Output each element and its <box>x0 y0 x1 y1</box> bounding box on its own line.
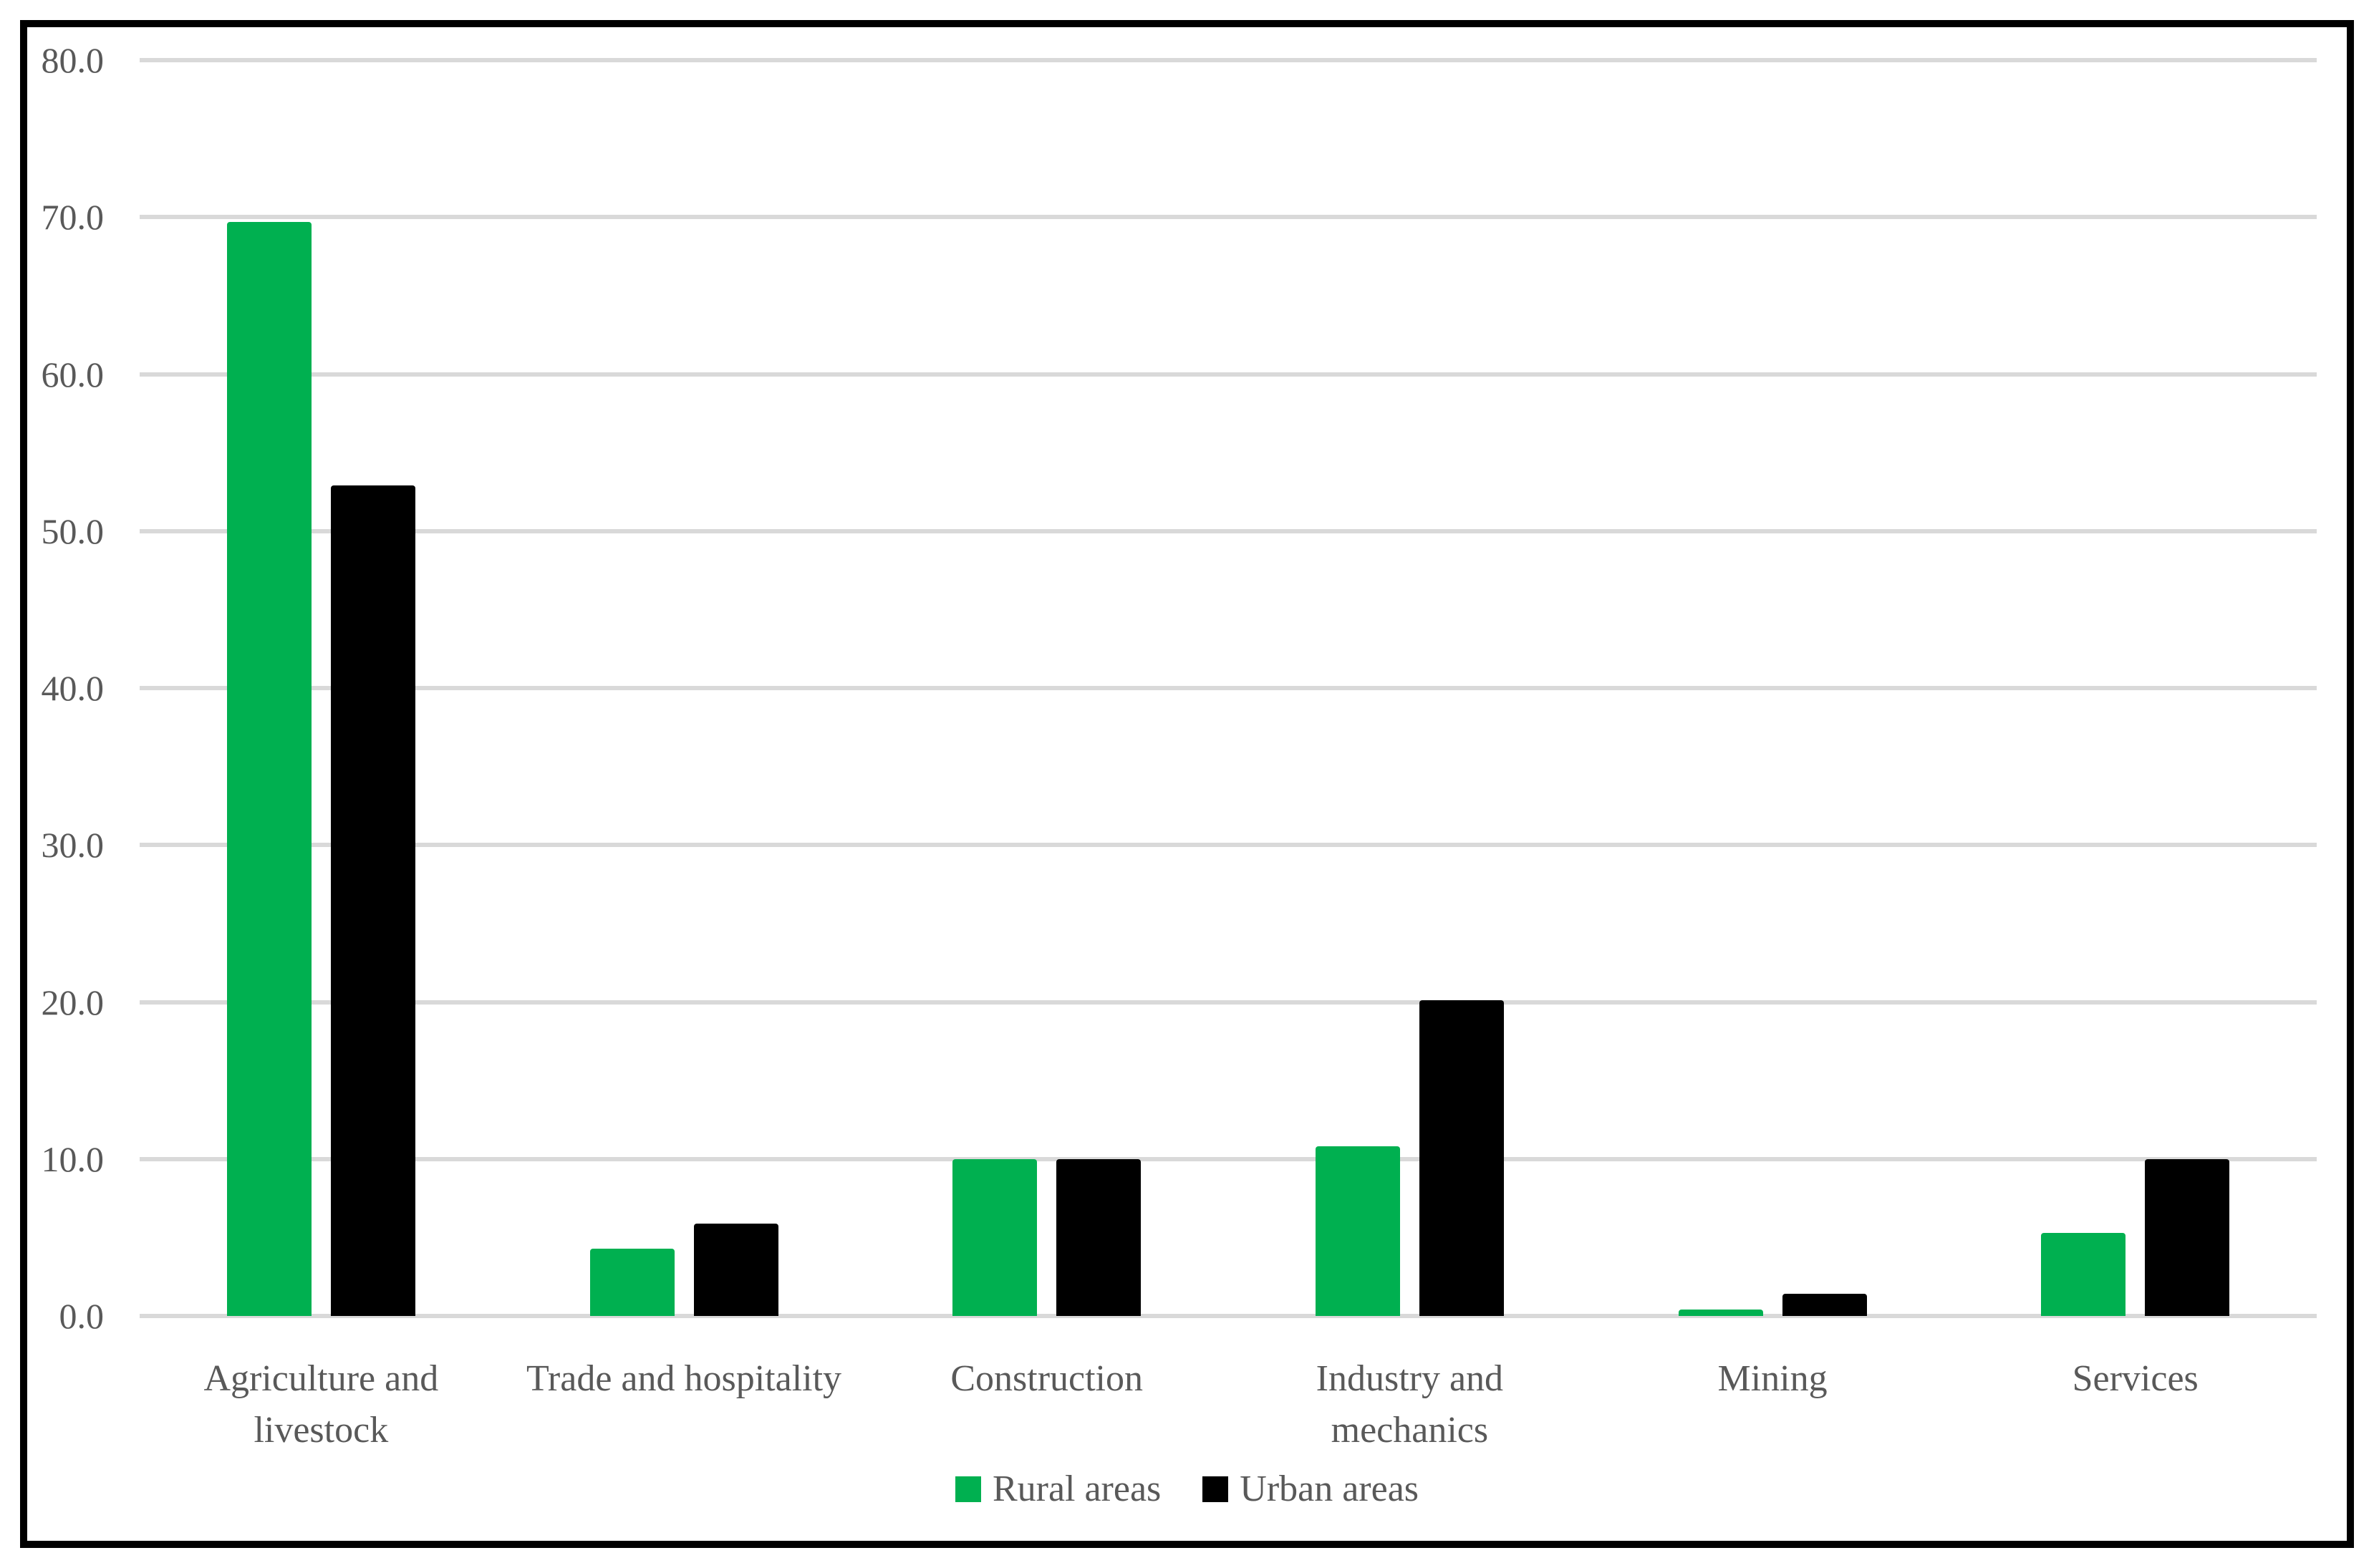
category-label-trade-and-hospitality: Trade and hospitality <box>503 1353 866 1456</box>
category-label-line: mechanics <box>1331 1410 1489 1451</box>
bar-urban-areas-trade-and-hospitality <box>693 1223 778 1316</box>
category-label-line: Industry and <box>1316 1358 1504 1399</box>
bar-rural-areas-industry-and-mechanics <box>1315 1146 1400 1316</box>
bar-group-agriculture-and-livestock <box>140 60 503 1316</box>
gridline-70 <box>140 215 2317 220</box>
chart-canvas: 0.0 10.0 20.0 30.0 40.0 50.0 60.0 70.0 80.0 Agri… <box>27 27 2347 1541</box>
legend-item-rural-areas: Rural areas <box>955 1469 1161 1509</box>
y-tick-label-60: 60.0 <box>41 354 105 395</box>
bar-urban-areas-industry-and-mechanics <box>1419 1000 1504 1316</box>
gridline-30 <box>140 843 2317 848</box>
legend: Rural areas Urban areas <box>27 1469 2347 1509</box>
bar-group-services <box>1954 60 2317 1316</box>
y-tick-label-10: 10.0 <box>41 1138 105 1179</box>
gridline-10 <box>140 1156 2317 1161</box>
gridline-40 <box>140 686 2317 690</box>
y-tick-label-0: 0.0 <box>59 1296 105 1336</box>
category-label-line: Mining <box>1717 1358 1828 1399</box>
legend-item-urban-areas: Urban areas <box>1202 1469 1419 1509</box>
legend-swatch-urban-areas-icon <box>1202 1476 1229 1502</box>
legend-swatch-rural-areas-icon <box>955 1476 981 1502</box>
gridline-50 <box>140 528 2317 533</box>
x-axis-labels: Agriculture and livestock Trade and hospit… <box>140 1353 2317 1456</box>
category-label-line: livestock <box>254 1410 389 1451</box>
gridline-20 <box>140 1000 2317 1005</box>
category-label-construction: Construction <box>865 1353 1228 1456</box>
category-label-agriculture-and-livestock: Agriculture and livestock <box>140 1353 503 1456</box>
bar-group-industry-and-mechanics <box>1228 60 1591 1316</box>
category-label-line: Agriculture and <box>203 1358 439 1399</box>
y-tick-label-40: 40.0 <box>41 668 105 708</box>
category-label-industry-and-mechanics: Industry and mechanics <box>1228 1353 1591 1456</box>
gridline-0 <box>140 1314 2317 1318</box>
y-tick-label-80: 80.0 <box>41 40 105 80</box>
category-label-mining: Mining <box>1591 1353 1954 1456</box>
bar-urban-areas-mining <box>1782 1294 1867 1316</box>
category-label-line: Construction <box>950 1358 1144 1399</box>
category-label-line: Services <box>2072 1358 2199 1399</box>
gridline-80 <box>140 58 2317 62</box>
y-tick-label-50: 50.0 <box>41 510 105 551</box>
category-label-services: Services <box>1954 1353 2317 1456</box>
bar-rural-areas-construction <box>952 1158 1038 1316</box>
bar-group-trade-and-hospitality <box>503 60 866 1316</box>
chart-figure: 0.0 10.0 20.0 30.0 40.0 50.0 60.0 70.0 80.0 Agri… <box>20 20 2354 1548</box>
legend-label-urban-areas: Urban areas <box>1240 1468 1419 1509</box>
bar-rural-areas-mining <box>1678 1310 1763 1316</box>
y-tick-label-20: 20.0 <box>41 982 105 1022</box>
bar-urban-areas-construction <box>1056 1158 1142 1316</box>
gridline-60 <box>140 372 2317 377</box>
bar-group-construction <box>865 60 1228 1316</box>
category-label-line: Trade and hospitality <box>526 1358 842 1399</box>
plot-area <box>140 58 2317 1318</box>
bar-urban-areas-agriculture-and-livestock <box>330 485 415 1316</box>
bar-groups <box>140 60 2317 1316</box>
bar-urban-areas-services <box>2145 1158 2230 1316</box>
bar-rural-areas-trade-and-hospitality <box>589 1248 675 1316</box>
y-tick-label-30: 30.0 <box>41 825 105 866</box>
bar-rural-areas-agriculture-and-livestock <box>226 221 312 1316</box>
bar-rural-areas-services <box>2041 1232 2126 1316</box>
y-tick-label-70: 70.0 <box>41 197 105 238</box>
bar-group-mining <box>1591 60 1954 1316</box>
legend-label-rural-areas: Rural areas <box>992 1468 1162 1509</box>
